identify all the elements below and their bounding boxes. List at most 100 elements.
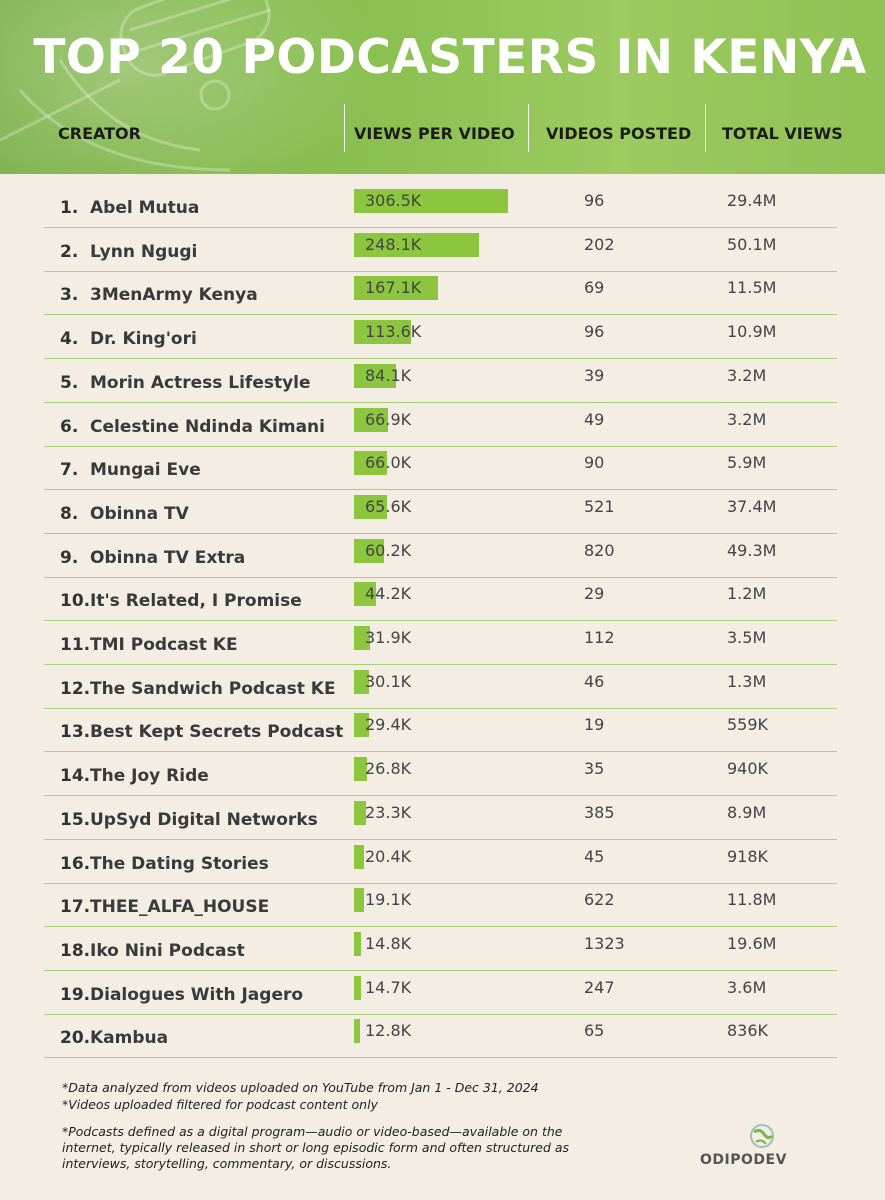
views-per-video-label: 66.0K xyxy=(365,453,412,473)
footnote-definition-1: *Podcasts defined as a digital program—a… xyxy=(62,1124,563,1139)
table-row: 1. Abel Mutua 306.5K 96 29.4M xyxy=(0,184,885,228)
views-per-video-bar xyxy=(354,1019,361,1044)
rank-number: 16. xyxy=(60,853,91,874)
row-divider xyxy=(44,1057,837,1059)
views-per-video-bar xyxy=(354,800,366,825)
row-divider xyxy=(44,489,837,491)
row-divider xyxy=(44,270,837,272)
views-per-video-bar xyxy=(354,189,508,213)
views-per-video-bar xyxy=(354,494,387,519)
table-row: 13. Best Kept Secrets Podcast 29.4K 19 559K xyxy=(0,708,885,753)
views-per-video-label: 84.1K xyxy=(365,365,412,385)
row-divider xyxy=(44,664,837,665)
views-per-video-label: 60.2K xyxy=(365,540,412,560)
views-per-video-bar xyxy=(354,844,365,869)
row-divider xyxy=(44,882,837,884)
creator-name: It's Related, I Promise xyxy=(90,591,302,612)
views-per-video-bar xyxy=(354,888,364,913)
total-views-value: 3.5M xyxy=(727,628,767,647)
total-views-value: 29.4M xyxy=(727,191,777,210)
videos-posted-value: 49 xyxy=(584,409,605,429)
rank-number: 1. xyxy=(60,198,79,218)
total-views-value: 11.5M xyxy=(727,278,777,298)
total-views-value: 19.6M xyxy=(727,933,777,953)
table-row: 12. The Sandwich Podcast KE 30.1K 46 1.3M xyxy=(0,665,885,709)
views-per-video-label: 31.9K xyxy=(365,628,412,647)
total-views-value: 5.9M xyxy=(727,453,767,473)
creator-name: THEE_ALFA_HOUSE xyxy=(90,897,270,918)
views-per-video-bar xyxy=(354,931,362,956)
column-divider xyxy=(705,104,706,152)
row-divider xyxy=(44,445,837,447)
views-per-video-label: 14.8K xyxy=(365,933,412,953)
table-row: 2. Lynn Ngugi 248.1K 202 50.1M xyxy=(0,228,885,272)
views-per-video-bar xyxy=(354,451,388,476)
row-divider xyxy=(44,1013,837,1015)
rank-number: 18. xyxy=(60,940,91,961)
creator-name: Mungai Eve xyxy=(90,460,201,481)
views-per-video-label: 29.4K xyxy=(365,715,412,735)
videos-posted-value: 385 xyxy=(584,802,615,822)
table-row: 3. 3MenArmy Kenya 167.1K 69 11.5M xyxy=(0,271,885,316)
videos-posted-value: 521 xyxy=(584,496,615,516)
videos-posted-value: 29 xyxy=(584,584,605,604)
rank-number: 8. xyxy=(60,503,79,524)
row-divider xyxy=(44,620,837,622)
creator-name: Celestine Ndinda Kimani xyxy=(90,416,325,437)
table-row: 5. Morin Actress Lifestyle 84.1K 39 3.2M xyxy=(0,359,885,403)
views-per-video-bar xyxy=(354,669,370,694)
row-divider xyxy=(44,707,837,709)
table-row: 6. Celestine Ndinda Kimani 66.9K 49 3.2M xyxy=(0,403,885,447)
views-per-video-label: 30.1K xyxy=(365,671,412,691)
footnote-definition-2: internet, typically released in short or… xyxy=(62,1140,570,1155)
creator-name: Obinna TV xyxy=(90,503,189,524)
footnote-definition-3: interviews, storytelling, commentary, or… xyxy=(62,1156,392,1171)
rank-number: 10. xyxy=(60,591,91,612)
views-per-video-label: 12.8K xyxy=(365,1021,412,1041)
views-per-video-label: 65.6K xyxy=(365,496,412,516)
row-divider xyxy=(44,358,837,360)
rank-number: 6. xyxy=(60,416,79,437)
table-row: 15. UpSyd Digital Networks 23.3K 385 8.9M xyxy=(0,796,885,840)
row-divider xyxy=(44,838,837,840)
row-divider xyxy=(44,969,837,971)
table-row: 14. The Joy Ride 26.8K 35 940K xyxy=(0,752,885,797)
footnote-filter: *Videos uploaded filtered for podcast co… xyxy=(62,1097,378,1112)
rank-number: 2. xyxy=(60,241,79,262)
total-views-value: 8.9M xyxy=(727,802,767,822)
videos-posted-value: 1323 xyxy=(584,933,625,953)
table-row: 8. Obinna TV 65.6K 521 37.4M xyxy=(0,490,885,534)
table-row: 19. Dialogues With Jagero 14.7K 247 3.6M xyxy=(0,971,885,1015)
footnote-data-source: *Data analyzed from videos uploaded on Y… xyxy=(62,1080,539,1095)
videos-posted-value: 39 xyxy=(584,365,605,385)
rank-number: 14. xyxy=(60,766,91,787)
table-row: 20. Kambua 12.8K 65 836K xyxy=(0,1014,885,1059)
videos-posted-value: 90 xyxy=(584,453,605,473)
microphone-icon xyxy=(0,0,271,172)
rank-number: 12. xyxy=(60,678,91,699)
views-per-video-bar xyxy=(354,538,385,563)
views-per-video-bar xyxy=(354,232,479,257)
views-per-video-label: 167.1K xyxy=(365,278,422,298)
views-per-video-bar xyxy=(354,407,388,432)
table-row: 16. The Dating Stories 20.4K 45 918K xyxy=(0,840,885,884)
rank-number: 19. xyxy=(60,984,91,1005)
header-banner: TOP 20 PODCASTERS IN KENYA CREATOR VIEWS… xyxy=(0,0,885,174)
creator-name: The Dating Stories xyxy=(90,853,269,874)
total-views-value: 1.3M xyxy=(727,671,767,691)
total-views-value: 50.1M xyxy=(727,234,777,254)
row-divider xyxy=(44,532,837,534)
views-per-video-bar xyxy=(354,320,412,345)
rank-number: 4. xyxy=(60,329,79,350)
row-divider xyxy=(44,227,837,228)
views-per-video-label: 23.3K xyxy=(365,802,412,822)
globe-logo-icon xyxy=(750,1124,774,1148)
page-title: TOP 20 PODCASTERS IN KENYA xyxy=(33,30,867,85)
views-per-video-label: 26.8K xyxy=(365,759,412,779)
total-views-value: 11.8M xyxy=(727,890,777,910)
total-views-value: 37.4M xyxy=(727,496,777,516)
views-per-video-label: 14.7K xyxy=(365,977,412,997)
views-per-video-bar xyxy=(354,626,371,650)
videos-posted-value: 622 xyxy=(584,890,615,910)
creator-name: Lynn Ngugi xyxy=(90,241,198,262)
